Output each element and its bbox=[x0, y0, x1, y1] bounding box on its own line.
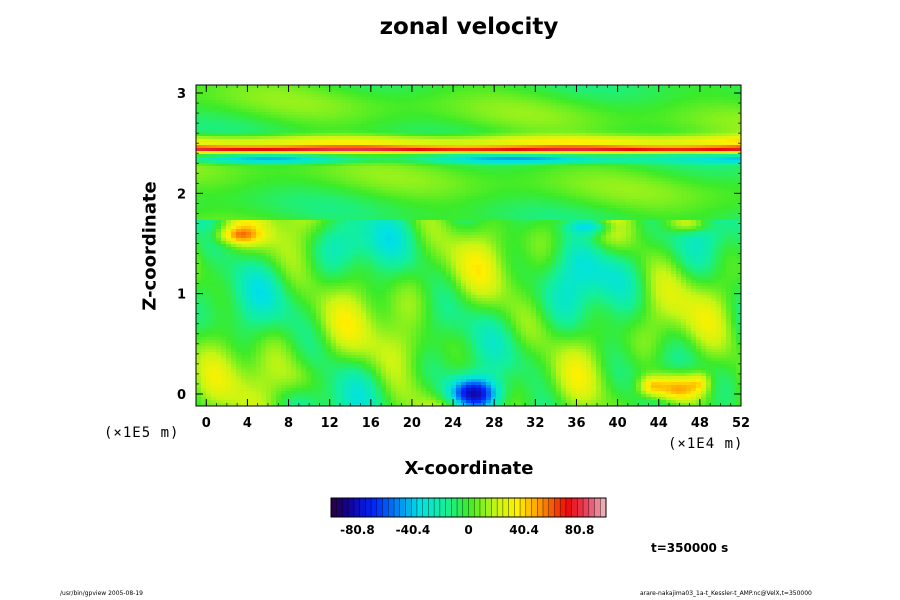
colorbar-bin bbox=[405, 498, 412, 517]
colorbar-bin bbox=[348, 498, 355, 517]
y-tick-label: 3 bbox=[177, 87, 186, 102]
colorbar-tick-label: 40.4 bbox=[509, 523, 539, 537]
colorbar bbox=[330, 497, 607, 518]
colorbar-bin bbox=[583, 498, 590, 517]
colorbar-bin bbox=[359, 498, 366, 517]
colorbar-bin bbox=[531, 498, 538, 517]
x-tick-label: 12 bbox=[321, 416, 339, 431]
x-tick-label: 16 bbox=[362, 416, 380, 431]
colorbar-tick-label: -40.4 bbox=[396, 523, 431, 537]
colorbar-bin bbox=[336, 498, 343, 517]
colorbar-bin bbox=[514, 498, 521, 517]
colorbar-bin bbox=[331, 498, 338, 517]
colorbar-bin bbox=[353, 498, 360, 517]
colorbar-tick-labels: -80.8 -40.4 0 40.4 80.8 bbox=[340, 523, 594, 537]
colorbar-bin bbox=[485, 498, 492, 517]
colorbar-bin bbox=[451, 498, 458, 517]
colorbar-bin bbox=[497, 498, 504, 517]
colorbar-bin bbox=[525, 498, 532, 517]
colorbar-bin bbox=[491, 498, 498, 517]
colorbar-bin bbox=[502, 498, 509, 517]
colorbar-bin bbox=[399, 498, 406, 517]
colorbar-frame bbox=[330, 497, 607, 518]
colorbar-bin bbox=[382, 498, 389, 517]
colorbar-bin bbox=[434, 498, 441, 517]
colorbar-bin bbox=[388, 498, 395, 517]
x-tick-label: 48 bbox=[691, 416, 709, 431]
footer-left: /usr/bin/gpview 2005-08-19 bbox=[60, 590, 143, 597]
colorbar-bin bbox=[542, 498, 550, 517]
colorbar-bin bbox=[468, 498, 475, 517]
colorbar-bin bbox=[474, 498, 481, 517]
colorbar-bin bbox=[439, 498, 446, 517]
colorbar-bin bbox=[376, 498, 383, 517]
colorbar-bin bbox=[588, 498, 595, 517]
colorbar-bin bbox=[548, 498, 555, 517]
colorbar-tick-label: 0 bbox=[464, 523, 472, 537]
colorbar-bin bbox=[594, 498, 601, 517]
colorbar-bin bbox=[416, 498, 423, 517]
colorbar-tick-label: 80.8 bbox=[565, 523, 595, 537]
colorbar-bin bbox=[365, 498, 372, 517]
x-tick-label: 44 bbox=[650, 416, 668, 431]
y-tick-label: 2 bbox=[177, 187, 186, 202]
x-axis-label: X-coordinate bbox=[404, 458, 534, 479]
colorbar-bin bbox=[508, 498, 515, 517]
x-tick-label: 0 bbox=[202, 416, 211, 431]
x-tick-label: 52 bbox=[732, 416, 750, 431]
colorbar-tick-label: -80.8 bbox=[340, 523, 375, 537]
x-tick-label: 24 bbox=[444, 416, 462, 431]
colorbar-bin bbox=[600, 498, 607, 517]
z-axis-unit: (×1E5 m) bbox=[104, 425, 180, 441]
colorbar-bin bbox=[342, 498, 349, 517]
colorbar-bin bbox=[394, 498, 401, 517]
colorbar-bin bbox=[411, 498, 418, 517]
colorbar-bin bbox=[560, 498, 567, 517]
colorbar-bin bbox=[457, 498, 464, 517]
colorbar-bin bbox=[565, 498, 572, 517]
x-tick-label: 4 bbox=[243, 416, 252, 431]
colorbar-bin bbox=[554, 498, 561, 517]
y-axis-label: Z-coordinate bbox=[139, 181, 161, 311]
y-tick-labels: 0 1 2 3 bbox=[177, 87, 186, 403]
colorbar-bin bbox=[428, 498, 435, 517]
colorbar-bin bbox=[479, 498, 486, 517]
colorbar-bin bbox=[445, 498, 452, 517]
x-tick-label: 20 bbox=[403, 416, 421, 431]
x-tick-labels: 0 4 8 12 16 20 24 28 32 36 40 44 48 52 bbox=[202, 416, 750, 431]
x-tick-label: 8 bbox=[284, 416, 293, 431]
y-tick-label: 0 bbox=[177, 388, 186, 403]
x-tick-label: 40 bbox=[609, 416, 627, 431]
colorbar-bin bbox=[422, 498, 429, 517]
y-tick-label: 1 bbox=[177, 288, 186, 303]
x-tick-label: 32 bbox=[526, 416, 544, 431]
colorbar-bin bbox=[462, 498, 469, 517]
chart-title: zonal velocity bbox=[379, 14, 559, 40]
time-label: t=350000 s bbox=[651, 541, 729, 555]
x-axis-unit: (×1E4 m) bbox=[668, 436, 744, 452]
colorbar-bin bbox=[520, 498, 527, 517]
colorbar-bin bbox=[571, 498, 578, 517]
footer-right: arare-nakajima03_1a-t_Kessler-t_AMP.nc@V… bbox=[640, 590, 812, 597]
colorbar-bin bbox=[371, 498, 378, 517]
plot-frame bbox=[195, 84, 742, 407]
x-tick-label: 36 bbox=[567, 416, 585, 431]
x-tick-label: 28 bbox=[485, 416, 503, 431]
heatmap-field bbox=[196, 85, 741, 406]
colorbar-bin bbox=[577, 498, 584, 517]
colorbar-bin bbox=[537, 498, 544, 517]
